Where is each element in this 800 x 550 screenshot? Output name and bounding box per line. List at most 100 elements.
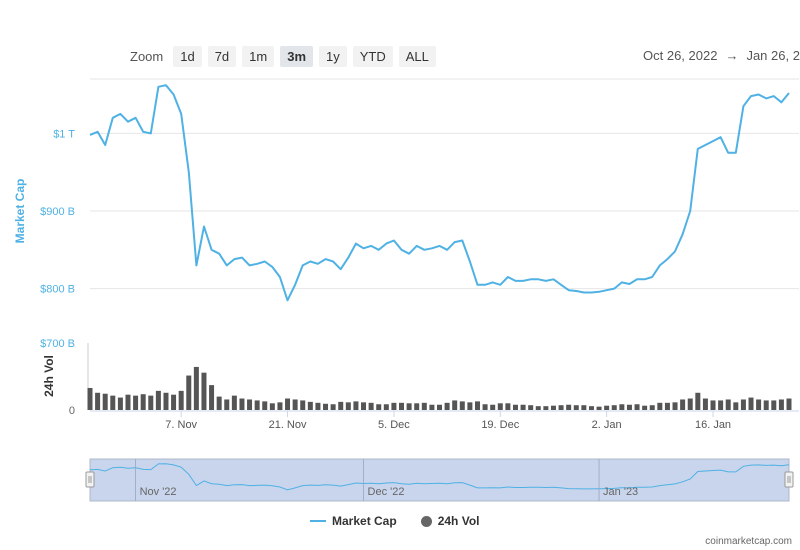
- volume-bar: [695, 392, 701, 410]
- volume-bar: [117, 397, 123, 410]
- volume-bar: [763, 400, 769, 410]
- volume-bar: [452, 400, 458, 410]
- volume-bar: [330, 404, 336, 410]
- volume-bar: [353, 401, 359, 410]
- volume-bar: [209, 385, 215, 410]
- volume-bar: [581, 405, 587, 410]
- volume-bar: [148, 395, 154, 410]
- volume-bar: [550, 405, 556, 410]
- navigator-selection: [89, 458, 790, 502]
- volume-bar: [642, 405, 648, 410]
- volume-bar: [664, 402, 670, 410]
- volume-bar: [247, 399, 253, 410]
- x-tick-label: 7. Nov: [165, 419, 197, 431]
- volume-bar: [687, 398, 693, 410]
- volume-bar: [155, 390, 161, 410]
- volume-bar: [778, 399, 784, 410]
- volume-bar: [95, 392, 101, 410]
- volume-bar: [315, 402, 321, 410]
- volume-bar: [338, 401, 344, 410]
- zoom-7d-button[interactable]: 7d: [207, 45, 237, 67]
- volume-bar: [224, 399, 230, 410]
- volume-bar: [566, 404, 572, 410]
- volume-bar: [756, 399, 762, 410]
- volume-bar: [140, 394, 146, 410]
- x-tick-label: 5. Dec: [378, 419, 410, 431]
- volume-bar: [611, 405, 617, 410]
- volume-bar: [376, 404, 382, 410]
- x-tick-label: 16. Jan: [695, 419, 731, 431]
- volume-bar: [285, 398, 291, 410]
- y-tick-label: $1 T: [53, 128, 75, 140]
- volume-bar: [733, 402, 739, 410]
- legend-item-market-cap[interactable]: Market Cap: [310, 514, 397, 528]
- volume-axis-title: 24h Vol: [42, 355, 56, 397]
- zoom-label: Zoom: [130, 48, 164, 64]
- volume-bar: [497, 403, 503, 410]
- volume-bar: [702, 398, 708, 410]
- volume-bar: [391, 402, 397, 410]
- credits-link[interactable]: coinmarketcap.com: [705, 536, 792, 547]
- volume-bar: [543, 406, 549, 410]
- volume-bar: [406, 403, 412, 410]
- volume-bar: [345, 402, 351, 410]
- volume-bar: [505, 403, 511, 410]
- volume-bar: [87, 387, 93, 410]
- volume-bar: [771, 400, 777, 410]
- volume-bar: [178, 390, 184, 410]
- zoom-bar: Zoom 1d 7d 1m 3m 1y YTD ALL: [130, 44, 436, 68]
- zoom-1y-button[interactable]: 1y: [319, 45, 347, 67]
- volume-bar: [596, 406, 602, 410]
- volume-bar: [467, 402, 473, 410]
- volume-bar: [201, 372, 207, 410]
- volume-y-tick-label: $700 B: [40, 338, 75, 350]
- volume-bar: [193, 366, 199, 410]
- volume-bar: [383, 404, 389, 410]
- navigator-label: Jan '23: [603, 486, 638, 498]
- volume-bar: [459, 401, 465, 410]
- date-range: Oct 26, 2022 → Jan 26, 2: [643, 48, 800, 63]
- zoom-1m-button[interactable]: 1m: [242, 45, 275, 67]
- volume-bar: [300, 400, 306, 410]
- zoom-all-button[interactable]: ALL: [398, 45, 436, 67]
- navigator-right-handle[interactable]: [784, 471, 794, 488]
- volume-bar: [163, 392, 169, 410]
- navigator-left-handle[interactable]: [85, 471, 95, 488]
- zoom-1d-button[interactable]: 1d: [173, 45, 202, 67]
- volume-bar: [269, 403, 275, 410]
- market-cap-line: [89, 84, 790, 302]
- volume-bar: [725, 399, 731, 410]
- volume-bar: [171, 394, 177, 410]
- y-axis-title: Market Cap: [13, 179, 27, 244]
- volume-bar: [186, 375, 192, 410]
- volume-bar: [482, 404, 488, 410]
- range-arrow: →: [725, 48, 739, 63]
- volume-bar: [672, 402, 678, 410]
- volume-y-tick-label: 0: [69, 405, 75, 417]
- volume-bar: [216, 396, 222, 410]
- volume-bar: [361, 402, 367, 410]
- legend-item-volume[interactable]: 24h Vol: [420, 514, 479, 528]
- volume-bar: [748, 397, 754, 410]
- legend-dot-symbol: [420, 515, 432, 527]
- volume-bar: [710, 400, 716, 410]
- volume-bar: [437, 404, 442, 410]
- volume-bar: [740, 399, 746, 410]
- volume-bar: [102, 393, 108, 410]
- volume-bar: [429, 404, 435, 410]
- zoom-3m-button[interactable]: 3m: [280, 45, 314, 67]
- volume-bar: [558, 405, 564, 410]
- volume-bar: [680, 399, 686, 410]
- volume-bar: [718, 400, 724, 410]
- zoom-ytd-button[interactable]: YTD: [352, 45, 393, 67]
- volume-bar: [133, 395, 139, 410]
- range-from-input[interactable]: Oct 26, 2022: [643, 48, 718, 63]
- x-tick-label: 19. Dec: [481, 419, 519, 431]
- volume-bar: [634, 404, 640, 410]
- volume-bar: [490, 404, 496, 410]
- volume-bar: [231, 395, 237, 410]
- range-to-input[interactable]: Jan 26, 2: [746, 48, 800, 63]
- volume-bar: [649, 405, 655, 410]
- volume-bar: [626, 404, 632, 410]
